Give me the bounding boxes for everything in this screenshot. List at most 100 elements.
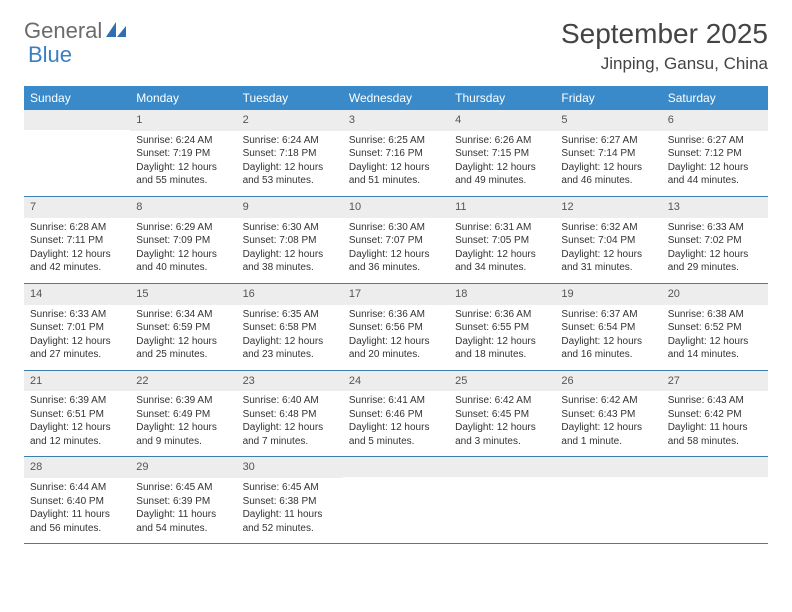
day-body: Sunrise: 6:34 AMSunset: 6:59 PMDaylight:… xyxy=(130,305,236,370)
day-body: Sunrise: 6:33 AMSunset: 7:01 PMDaylight:… xyxy=(24,305,130,370)
day-body xyxy=(449,477,555,535)
daylight-text: Daylight: 12 hours and 36 minutes. xyxy=(349,248,443,275)
day-body: Sunrise: 6:30 AMSunset: 7:08 PMDaylight:… xyxy=(237,218,343,283)
calendar-cell: 3Sunrise: 6:25 AMSunset: 7:16 PMDaylight… xyxy=(343,110,449,196)
day-body: Sunrise: 6:32 AMSunset: 7:04 PMDaylight:… xyxy=(555,218,661,283)
sunset-text: Sunset: 7:07 PM xyxy=(349,234,443,248)
day-body: Sunrise: 6:36 AMSunset: 6:56 PMDaylight:… xyxy=(343,305,449,370)
day-body xyxy=(662,477,768,535)
logo-text-blue: Blue xyxy=(28,42,72,67)
calendar-body: 1Sunrise: 6:24 AMSunset: 7:19 PMDaylight… xyxy=(24,110,768,544)
calendar-cell: 16Sunrise: 6:35 AMSunset: 6:58 PMDayligh… xyxy=(237,283,343,370)
sunset-text: Sunset: 6:48 PM xyxy=(243,408,337,422)
calendar-cell xyxy=(24,110,130,196)
sunrise-text: Sunrise: 6:26 AM xyxy=(455,134,549,148)
sunrise-text: Sunrise: 6:45 AM xyxy=(136,481,230,495)
day-number: 21 xyxy=(24,371,130,392)
day-number: 23 xyxy=(237,371,343,392)
daylight-text: Daylight: 12 hours and 9 minutes. xyxy=(136,421,230,448)
daylight-text: Daylight: 12 hours and 5 minutes. xyxy=(349,421,443,448)
day-number xyxy=(449,457,555,477)
sunrise-text: Sunrise: 6:32 AM xyxy=(561,221,655,235)
day-number: 16 xyxy=(237,284,343,305)
sunrise-text: Sunrise: 6:30 AM xyxy=(349,221,443,235)
logo-sail-icon xyxy=(106,20,128,43)
weekday-header: Friday xyxy=(555,86,661,110)
daylight-text: Daylight: 12 hours and 18 minutes. xyxy=(455,335,549,362)
sunset-text: Sunset: 6:39 PM xyxy=(136,495,230,509)
day-number: 11 xyxy=(449,197,555,218)
calendar-row: 21Sunrise: 6:39 AMSunset: 6:51 PMDayligh… xyxy=(24,370,768,457)
calendar-cell: 17Sunrise: 6:36 AMSunset: 6:56 PMDayligh… xyxy=(343,283,449,370)
sunrise-text: Sunrise: 6:38 AM xyxy=(668,308,762,322)
logo-text-general: General xyxy=(24,18,102,44)
daylight-text: Daylight: 12 hours and 31 minutes. xyxy=(561,248,655,275)
day-number xyxy=(24,110,130,130)
day-body: Sunrise: 6:39 AMSunset: 6:51 PMDaylight:… xyxy=(24,391,130,456)
sunrise-text: Sunrise: 6:39 AM xyxy=(136,394,230,408)
sunset-text: Sunset: 7:02 PM xyxy=(668,234,762,248)
day-body: Sunrise: 6:30 AMSunset: 7:07 PMDaylight:… xyxy=(343,218,449,283)
sunrise-text: Sunrise: 6:29 AM xyxy=(136,221,230,235)
calendar-cell: 18Sunrise: 6:36 AMSunset: 6:55 PMDayligh… xyxy=(449,283,555,370)
sunrise-text: Sunrise: 6:31 AM xyxy=(455,221,549,235)
day-body: Sunrise: 6:42 AMSunset: 6:43 PMDaylight:… xyxy=(555,391,661,456)
sunrise-text: Sunrise: 6:42 AM xyxy=(561,394,655,408)
daylight-text: Daylight: 11 hours and 52 minutes. xyxy=(243,508,337,535)
weekday-header: Sunday xyxy=(24,86,130,110)
sunset-text: Sunset: 7:11 PM xyxy=(30,234,124,248)
sunset-text: Sunset: 7:05 PM xyxy=(455,234,549,248)
day-number: 19 xyxy=(555,284,661,305)
day-number: 7 xyxy=(24,197,130,218)
sunset-text: Sunset: 6:59 PM xyxy=(136,321,230,335)
day-body: Sunrise: 6:37 AMSunset: 6:54 PMDaylight:… xyxy=(555,305,661,370)
title-block: September 2025 Jinping, Gansu, China xyxy=(561,18,768,74)
sunrise-text: Sunrise: 6:45 AM xyxy=(243,481,337,495)
day-number: 9 xyxy=(237,197,343,218)
daylight-text: Daylight: 12 hours and 7 minutes. xyxy=(243,421,337,448)
sunset-text: Sunset: 6:52 PM xyxy=(668,321,762,335)
daylight-text: Daylight: 12 hours and 27 minutes. xyxy=(30,335,124,362)
calendar-cell xyxy=(343,457,449,544)
weekday-header: Wednesday xyxy=(343,86,449,110)
calendar-cell: 5Sunrise: 6:27 AMSunset: 7:14 PMDaylight… xyxy=(555,110,661,196)
sunrise-text: Sunrise: 6:39 AM xyxy=(30,394,124,408)
day-body: Sunrise: 6:45 AMSunset: 6:38 PMDaylight:… xyxy=(237,478,343,543)
sunset-text: Sunset: 7:08 PM xyxy=(243,234,337,248)
daylight-text: Daylight: 12 hours and 14 minutes. xyxy=(668,335,762,362)
day-body: Sunrise: 6:28 AMSunset: 7:11 PMDaylight:… xyxy=(24,218,130,283)
calendar-cell: 9Sunrise: 6:30 AMSunset: 7:08 PMDaylight… xyxy=(237,196,343,283)
calendar-cell: 22Sunrise: 6:39 AMSunset: 6:49 PMDayligh… xyxy=(130,370,236,457)
calendar-cell: 24Sunrise: 6:41 AMSunset: 6:46 PMDayligh… xyxy=(343,370,449,457)
calendar-cell: 23Sunrise: 6:40 AMSunset: 6:48 PMDayligh… xyxy=(237,370,343,457)
sunset-text: Sunset: 6:49 PM xyxy=(136,408,230,422)
daylight-text: Daylight: 12 hours and 34 minutes. xyxy=(455,248,549,275)
calendar-cell xyxy=(555,457,661,544)
sunset-text: Sunset: 7:15 PM xyxy=(455,147,549,161)
daylight-text: Daylight: 12 hours and 55 minutes. xyxy=(136,161,230,188)
calendar-row: 7Sunrise: 6:28 AMSunset: 7:11 PMDaylight… xyxy=(24,196,768,283)
calendar-cell: 13Sunrise: 6:33 AMSunset: 7:02 PMDayligh… xyxy=(662,196,768,283)
sunrise-text: Sunrise: 6:42 AM xyxy=(455,394,549,408)
calendar-cell: 26Sunrise: 6:42 AMSunset: 6:43 PMDayligh… xyxy=(555,370,661,457)
calendar-cell: 4Sunrise: 6:26 AMSunset: 7:15 PMDaylight… xyxy=(449,110,555,196)
day-number xyxy=(343,457,449,477)
calendar-cell xyxy=(662,457,768,544)
day-body: Sunrise: 6:38 AMSunset: 6:52 PMDaylight:… xyxy=(662,305,768,370)
day-body: Sunrise: 6:41 AMSunset: 6:46 PMDaylight:… xyxy=(343,391,449,456)
sunset-text: Sunset: 6:40 PM xyxy=(30,495,124,509)
calendar-head: SundayMondayTuesdayWednesdayThursdayFrid… xyxy=(24,86,768,110)
sunrise-text: Sunrise: 6:37 AM xyxy=(561,308,655,322)
sunset-text: Sunset: 7:12 PM xyxy=(668,147,762,161)
daylight-text: Daylight: 12 hours and 49 minutes. xyxy=(455,161,549,188)
day-body: Sunrise: 6:45 AMSunset: 6:39 PMDaylight:… xyxy=(130,478,236,543)
sunset-text: Sunset: 7:14 PM xyxy=(561,147,655,161)
sunrise-text: Sunrise: 6:28 AM xyxy=(30,221,124,235)
sunset-text: Sunset: 7:09 PM xyxy=(136,234,230,248)
day-body: Sunrise: 6:44 AMSunset: 6:40 PMDaylight:… xyxy=(24,478,130,543)
sunrise-text: Sunrise: 6:27 AM xyxy=(668,134,762,148)
day-number: 2 xyxy=(237,110,343,131)
sunset-text: Sunset: 7:04 PM xyxy=(561,234,655,248)
logo-text-blue-wrap: Blue xyxy=(28,42,72,68)
sunset-text: Sunset: 7:19 PM xyxy=(136,147,230,161)
